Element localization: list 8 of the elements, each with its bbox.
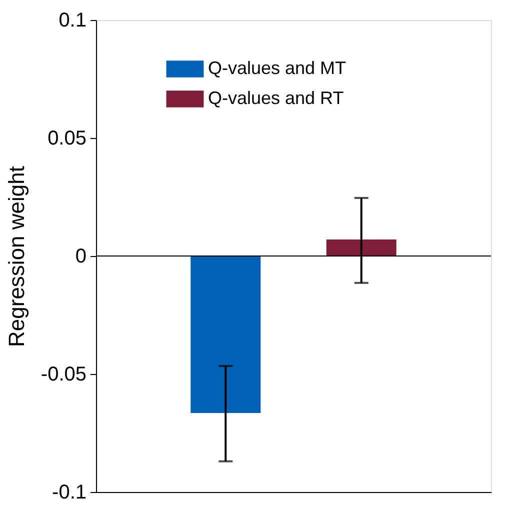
legend-label: Q-values and RT: [208, 88, 344, 108]
y-tick-label: 0.05: [48, 128, 86, 150]
y-tick-label: -0.05: [40, 364, 86, 386]
y-tick-label: -0.1: [52, 482, 86, 504]
y-axis-title: Regression weight: [4, 166, 29, 347]
y-tick-label: 0.1: [58, 10, 86, 32]
y-tick-label: 0: [75, 246, 86, 268]
legend-label: Q-values and MT: [208, 58, 346, 78]
